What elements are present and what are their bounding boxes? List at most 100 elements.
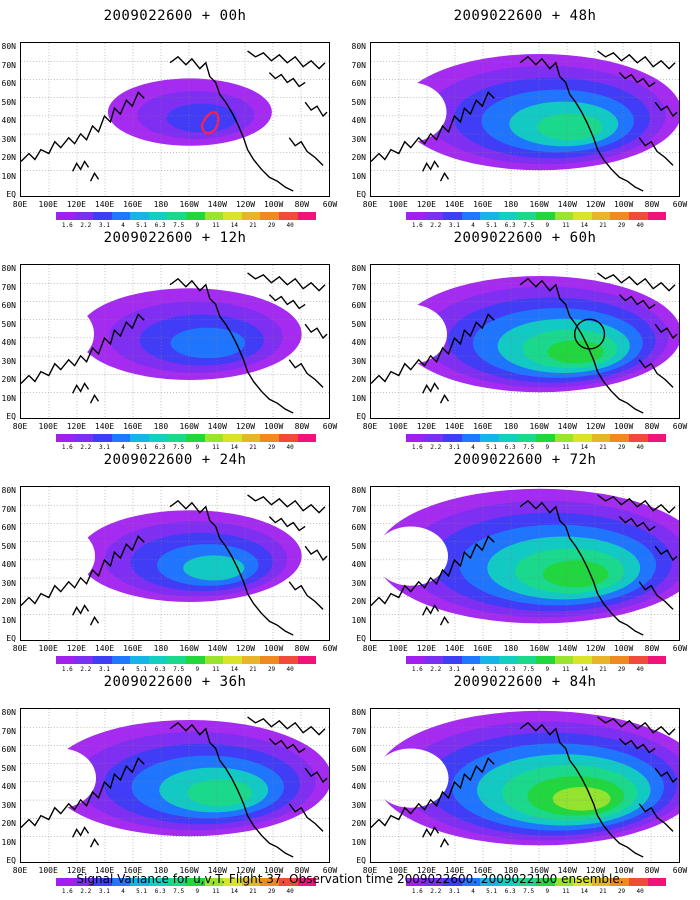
colorbar-swatch	[536, 212, 555, 220]
longitude-label: 140W	[207, 422, 227, 431]
latitude-label: 30N	[1, 134, 16, 144]
map-panel: 2009022600 + 24h EQ 10N 20N 30N 40N 50N 60N 70N 8…	[0, 446, 350, 673]
coastline	[597, 494, 676, 514]
latitude-label: 40N	[351, 560, 366, 570]
colorbar-label: 40	[286, 666, 294, 673]
latitude-label: 60N	[351, 301, 366, 311]
map-area	[20, 264, 330, 419]
latitude-label: 20N	[351, 597, 366, 607]
longitude-labels: 80E 100E 120E 140E 160E 180 160W 140W 120W 100W 80…	[13, 644, 337, 654]
latitude-label: 40N	[351, 116, 366, 126]
longitude-label: 180	[153, 422, 169, 431]
colorbar-swatch	[480, 878, 499, 886]
colorbar-label: 5.1	[136, 888, 147, 895]
map-panel: 2009022600 + 84h EQ 10N 20N 30N 40N 50N 60N 70N 8…	[350, 668, 700, 895]
colorbar-swatch	[536, 656, 555, 664]
latitude-label: 30N	[1, 356, 16, 366]
coastline	[371, 313, 495, 384]
coastline	[439, 615, 450, 626]
colorbar-swatch	[148, 212, 168, 220]
colorbar-labels: 1.6 2.2 3.1 4 5.1 6.3 7.5 9 11 14 21 29 40	[406, 444, 666, 452]
colorbar-swatch	[241, 656, 261, 664]
longitude-label: 100E	[388, 422, 408, 431]
colorbar-swatch	[148, 656, 168, 664]
colorbar-label: 1.6	[411, 888, 423, 895]
colorbar-swatch	[424, 878, 444, 886]
colorbar-label: 9	[545, 444, 550, 451]
longitude-label: 140E	[444, 422, 465, 431]
colorbar-label: 11	[212, 888, 220, 895]
colorbar-swatch	[74, 212, 94, 220]
map-panel: 2009022600 + 48h EQ 10N 20N 30N 40N 50N 60N 70N 8…	[350, 2, 700, 229]
longitude-labels: 80E 100E 120E 140E 160E 180 160W 140W 120W 100W 80…	[363, 644, 687, 654]
latitude-label: EQ	[356, 190, 366, 199]
colorbar-label: 3.1	[99, 888, 110, 895]
longitude-label: 120E	[66, 644, 86, 653]
colorbar-label: 11	[212, 222, 220, 229]
latitude-label: 50N	[351, 319, 366, 329]
coastline	[439, 837, 450, 848]
colorbar-swatch	[591, 212, 611, 220]
colorbar-swatch	[167, 212, 187, 220]
map-area	[370, 486, 680, 641]
colorbar-swatch	[573, 656, 592, 664]
colorbar-swatch	[610, 656, 629, 664]
variance-contour	[552, 786, 611, 811]
colorbar	[56, 212, 317, 220]
target-circle	[573, 318, 606, 350]
coastline	[618, 738, 656, 754]
panel-title: 2009022600 + 36h	[103, 674, 247, 690]
longitude-label: 100E	[38, 200, 58, 209]
colorbar-label: 4	[121, 888, 125, 895]
latitude-label: 50N	[1, 319, 16, 329]
longitude-label: 100E	[38, 422, 58, 431]
colorbar-swatch	[647, 878, 667, 886]
longitude-label: 180	[503, 866, 519, 875]
colorbar-swatch	[536, 878, 555, 886]
colorbar-label: 9	[545, 222, 550, 229]
colorbar-label: 4	[471, 222, 475, 229]
colorbar-labels: 1.6 2.2 3.1 4 5.1 6.3 7.5 9 11 14 21 29 40	[406, 222, 666, 230]
coastline	[268, 72, 306, 88]
coastline	[288, 359, 324, 388]
colorbar-label: 5.1	[486, 888, 497, 895]
colorbar-swatch	[443, 434, 462, 442]
longitude-label: 180	[503, 200, 519, 209]
longitude-label: 120E	[416, 200, 436, 209]
longitude-label: 120E	[416, 644, 436, 653]
longitude-label: 80W	[294, 866, 310, 875]
latitude-label: 10N	[1, 171, 16, 181]
latitude-labels: EQ 10N 20N 30N 40N 50N 60N 70N 80N	[0, 486, 16, 643]
variance-gap	[372, 748, 449, 808]
colorbar-swatch	[573, 434, 592, 442]
observation-marker	[200, 111, 220, 135]
colorbar-swatch	[628, 656, 648, 664]
coastline	[654, 767, 678, 784]
colorbar-swatch	[297, 212, 317, 220]
colorbar-swatch	[610, 434, 629, 442]
colorbar-label: 2.2	[80, 444, 92, 451]
coastline	[422, 604, 440, 616]
colorbar-label: 4	[121, 444, 125, 451]
colorbar-swatch	[204, 434, 224, 442]
colorbar-swatch	[186, 878, 205, 886]
coastline	[288, 581, 324, 610]
longitude-label: 120E	[66, 200, 86, 209]
coastline	[21, 91, 145, 162]
colorbar-swatch	[74, 878, 94, 886]
colorbar-swatch	[93, 212, 112, 220]
longitude-label: 140E	[94, 200, 115, 209]
colorbar-swatch	[610, 212, 629, 220]
coastline	[422, 160, 440, 172]
colorbar-swatch	[186, 212, 205, 220]
map-area	[370, 708, 680, 863]
colorbar-swatch	[297, 656, 317, 664]
latitude-label: 60N	[1, 745, 16, 755]
colorbar	[406, 656, 667, 664]
colorbar-swatch	[186, 434, 205, 442]
longitude-label: 120W	[235, 200, 256, 209]
longitude-label: 100W	[613, 644, 634, 653]
variance-gap	[26, 526, 96, 586]
longitude-label: 100W	[263, 644, 284, 653]
map-panel: 2009022600 + 12h EQ 10N 20N 30N 40N 50N 60N 70N 8…	[0, 224, 350, 451]
